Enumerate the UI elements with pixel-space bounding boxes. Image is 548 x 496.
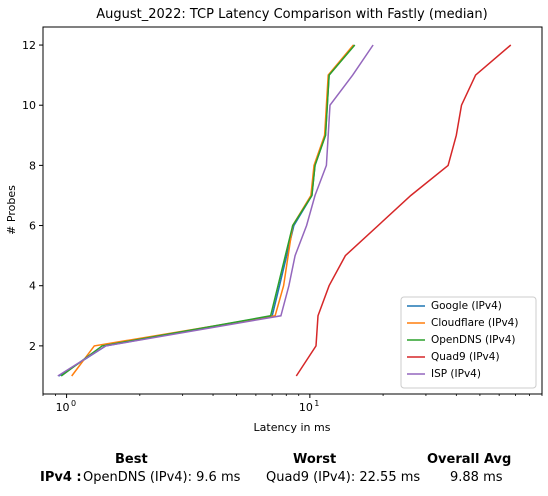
latency-chart: August_2022: TCP Latency Comparison with… [5,7,543,434]
y-tick-label: 2 [29,340,36,353]
avg-header: Overall Avg [427,452,512,467]
legend-label: Quad9 (IPv4) [431,351,500,363]
legend-label: OpenDNS (IPv4) [431,334,516,346]
legend-label: Cloudflare (IPv4) [431,317,518,329]
series-line-opendns-ipv4 [60,44,356,377]
y-tick-label: 4 [29,280,36,293]
chart-title: August_2022: TCP Latency Comparison with… [96,7,487,22]
x-tick-exponent: 1 [314,399,319,408]
y-tick-label: 12 [22,39,36,52]
avg-value: 9.88 ms [450,470,503,485]
worst-header: Worst [293,452,337,467]
worst-value: Quad9 (IPv4): 22.55 ms [266,470,421,485]
x-axis: 10 0 10 1 [42,394,543,414]
y-axis: 2 4 6 8 10 12 [22,39,43,353]
plot-frame [42,26,543,395]
plot-lines [57,44,512,377]
ipv4-row-label: IPv4 : [40,470,82,485]
x-axis-label: Latency in ms [254,421,331,434]
legend-box [400,296,537,389]
x-tick-label: 10 [56,401,70,414]
y-tick-label: 6 [29,220,36,233]
summary-table: Best Worst Overall Avg IPv4 : OpenDNS (I… [0,448,548,496]
y-axis-label: # Probes [5,185,18,235]
x-tick-label: 10 [299,401,313,414]
series-line-google-ipv4 [58,44,355,377]
x-tick-exponent: 0 [71,399,76,408]
series-line-quad9-ipv4 [295,44,512,377]
best-header: Best [115,452,148,467]
series-line-isp-ipv4 [57,44,374,377]
legend-label: ISP (IPv4) [431,368,481,380]
y-tick-label: 10 [22,99,36,112]
legend-label: Google (IPv4) [431,300,502,312]
legend: Google (IPv4) Cloudflare (IPv4) OpenDNS (I… [400,296,537,389]
best-value: OpenDNS (IPv4): 9.6 ms [83,470,241,485]
y-tick-label: 8 [29,159,36,172]
